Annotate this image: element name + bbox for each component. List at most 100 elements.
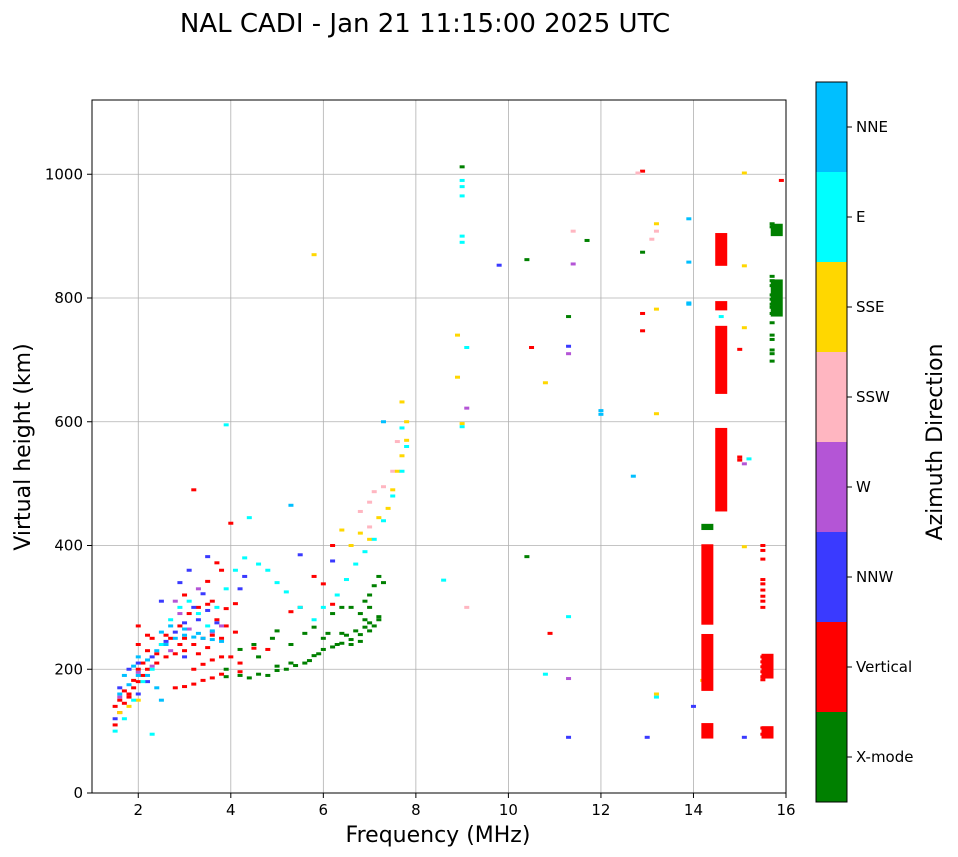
echo-point-e — [205, 624, 211, 628]
echo-point-vertical — [209, 658, 215, 662]
echo-point-x-mode — [524, 555, 530, 559]
echo-point-x-mode — [769, 333, 775, 337]
echo-point-vertical — [219, 655, 225, 659]
echo-point-e — [464, 346, 470, 349]
colorbar-swatch-x-mode — [816, 712, 847, 802]
echo-point-vertical — [760, 678, 766, 682]
echo-point-x-mode — [311, 625, 317, 629]
x-tick-label: 4 — [226, 801, 236, 819]
echo-point-vertical — [237, 661, 243, 665]
echo-point-vertical — [547, 631, 553, 635]
echo-point-sse — [459, 422, 465, 426]
echo-point-vertical — [640, 329, 646, 333]
echo-point-vertical — [214, 618, 220, 622]
echo-point-nne — [117, 692, 123, 696]
echo-point-e — [566, 615, 572, 619]
echo-point-nne — [288, 503, 294, 507]
echo-point-vertical — [737, 347, 743, 351]
echo-point-e — [297, 605, 303, 609]
echo-point-vertical — [163, 655, 169, 659]
echo-point-nnw — [195, 618, 201, 622]
echo-point-nnw — [566, 735, 572, 739]
echo-point-nne — [168, 624, 174, 628]
echo-point-x-mode — [306, 659, 312, 663]
echo-point-x-mode — [376, 574, 382, 578]
y-tick-label: 400 — [54, 537, 83, 555]
echo-point-nne — [154, 649, 160, 653]
echo-point-vertical — [760, 544, 766, 547]
echo-point-ssw — [570, 229, 576, 233]
colorbar-tick-label: SSW — [856, 388, 890, 406]
data-points — [112, 165, 784, 739]
echo-point-x-mode — [459, 165, 465, 169]
colorbar-swatch-sse — [816, 262, 847, 352]
echo-point-vertical — [182, 593, 188, 597]
echo-point-e — [223, 587, 229, 591]
echo-point-x-mode — [274, 629, 280, 633]
echo-point-vertical — [640, 169, 646, 173]
echo-point-e — [112, 729, 118, 733]
echo-point-nne — [686, 217, 692, 221]
x-tick-label: 14 — [684, 801, 703, 819]
colorbar-swatch-nnw — [816, 532, 847, 622]
echo-point-nnw — [177, 581, 183, 585]
echo-point-e — [232, 568, 238, 572]
echo-point-e — [390, 494, 396, 498]
echo-point-vertical — [145, 633, 151, 637]
echo-point-vertical — [191, 682, 197, 686]
echo-point-e — [149, 667, 155, 671]
echo-point-vertical — [760, 578, 766, 582]
echo-point-vertical — [168, 636, 174, 640]
echo-point-x-mode — [367, 629, 373, 633]
plot-frame — [91, 99, 787, 794]
echo-point-ssw — [357, 509, 363, 513]
echo-point-vertical — [219, 636, 225, 640]
echo-point-x-mode — [274, 664, 280, 668]
echo-point-vertical — [200, 678, 206, 682]
echo-point-nne — [686, 302, 692, 306]
echo-point-e — [459, 234, 465, 238]
echo-point-sse — [653, 307, 659, 311]
echo-point-vertical — [737, 455, 743, 459]
echo-point-w — [172, 599, 178, 603]
echo-point-e — [242, 556, 248, 560]
echo-point-vertical — [209, 599, 215, 603]
echo-point-sse — [390, 488, 396, 492]
echo-point-e — [186, 599, 192, 603]
echo-point-x-mode — [348, 638, 354, 642]
echo-point-ssw — [390, 469, 396, 473]
echo-point-vertical — [154, 661, 160, 665]
echo-point-x-mode — [325, 631, 331, 635]
echo-point-x-mode — [343, 633, 349, 637]
echo-point-x-mode — [316, 652, 322, 656]
echo-point-vertical — [191, 643, 197, 646]
echo-point-nne — [158, 698, 164, 702]
echo-point-x-mode — [371, 584, 377, 588]
echo-point-ssw — [464, 605, 470, 609]
x-axis-ticks: 2 4 6 8 10 12 14 16 — [133, 793, 796, 819]
echo-point-w — [135, 670, 141, 674]
echo-point-vertical — [288, 610, 294, 614]
echo-point-vertical — [223, 607, 229, 611]
echo-point-vertical — [760, 557, 766, 561]
echo-point-e — [399, 426, 405, 430]
x-tick-label: 16 — [776, 801, 795, 819]
echo-point-x-mode — [339, 641, 345, 645]
echo-point-nne — [200, 636, 206, 640]
echo-point-sse — [385, 506, 391, 510]
echo-point-vertical — [135, 680, 141, 684]
echo-point-vertical — [177, 624, 183, 628]
echo-point-x-mode — [640, 250, 646, 254]
echo-point-sse — [741, 264, 747, 268]
echo-point-nnw — [200, 592, 206, 596]
echo-point-nnw — [205, 608, 211, 612]
echo-point-x-mode — [320, 647, 326, 651]
echo-point-x-mode — [367, 593, 373, 597]
echo-point-nne — [209, 638, 215, 642]
echo-point-nnw — [214, 621, 220, 625]
echo-point-nne — [209, 629, 215, 633]
echo-point-x-mode — [376, 615, 382, 619]
echo-point-nnw — [126, 667, 132, 671]
echo-point-sse — [394, 469, 400, 473]
echo-point-vertical — [640, 311, 646, 315]
